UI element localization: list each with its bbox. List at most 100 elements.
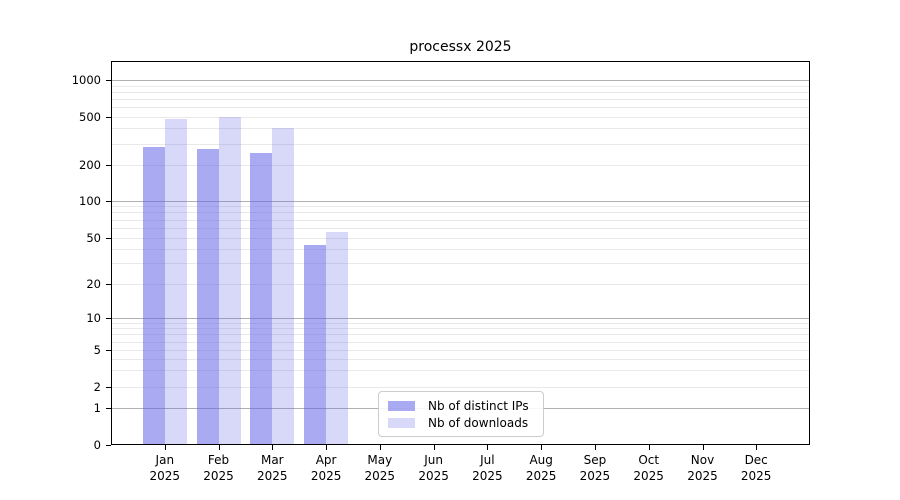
month-name: Nov xyxy=(690,453,715,467)
x-tick-label-dec: Dec 2025 xyxy=(728,452,784,484)
x-tick-mark-aug xyxy=(541,445,543,450)
major-gridline-100 xyxy=(112,200,809,202)
y-tick-label-10: 10 xyxy=(86,310,101,325)
bar-feb-distinct-ips xyxy=(196,149,219,444)
minor-gridline-70 xyxy=(112,219,809,221)
minor-gridline-500 xyxy=(112,116,809,118)
x-tick-mark-nov xyxy=(702,445,704,450)
x-tick-label-jan: Jan 2025 xyxy=(137,452,193,484)
x-tick-mark-mar xyxy=(272,445,274,450)
minor-gridline-50 xyxy=(112,237,809,239)
minor-gridline-400 xyxy=(112,128,809,130)
y-tick-label-100: 100 xyxy=(79,193,101,208)
x-tick-mark-jan xyxy=(164,445,166,450)
x-tick-label-oct: Oct 2025 xyxy=(621,452,677,484)
legend: Nb of distinct IPs Nb of downloads xyxy=(378,391,544,437)
y-tick-mark-500 xyxy=(106,116,111,118)
y-tick-mark-2 xyxy=(106,386,111,388)
y-tick-mark-100 xyxy=(106,200,111,202)
month-name: Jul xyxy=(480,453,495,467)
y-tick-mark-1 xyxy=(106,407,111,409)
x-tick-label-feb: Feb 2025 xyxy=(191,452,247,484)
y-tick-mark-200 xyxy=(106,165,111,166)
month-name: Mar xyxy=(260,453,284,467)
x-tick-label-nov: Nov 2025 xyxy=(675,452,731,484)
x-tick-label-sep: Sep 2025 xyxy=(567,452,623,484)
minor-gridline-40 xyxy=(112,248,809,250)
y-tick-label-20: 20 xyxy=(86,276,101,291)
minor-gridline-6 xyxy=(112,341,809,343)
month-year: 2025 xyxy=(633,469,664,483)
y-tick-mark-10 xyxy=(106,317,111,319)
x-tick-label-jun: Jun 2025 xyxy=(406,452,462,484)
minor-gridline-800 xyxy=(112,91,809,93)
month-name: Aug xyxy=(529,453,553,467)
minor-gridline-30 xyxy=(112,263,809,265)
bar-feb-downloads xyxy=(218,117,241,444)
legend-item-distinct-ips: Nb of distinct IPs xyxy=(388,398,534,413)
x-tick-label-may: May 2025 xyxy=(352,452,408,484)
minor-gridline-60 xyxy=(112,227,809,229)
month-year: 2025 xyxy=(203,469,234,483)
y-tick-label-1000: 1000 xyxy=(71,73,101,87)
y-tick-label-200: 200 xyxy=(79,158,101,172)
x-tick-mark-apr xyxy=(326,445,328,450)
month-year: 2025 xyxy=(740,469,772,483)
x-tick-label-aug: Aug 2025 xyxy=(513,452,569,484)
y-tick-mark-5 xyxy=(106,350,111,351)
month-year: 2025 xyxy=(149,469,181,483)
x-tick-mark-feb xyxy=(218,445,220,450)
month-year: 2025 xyxy=(310,469,342,483)
legend-swatch-distinct-ips xyxy=(388,400,415,411)
y-tick-mark-0 xyxy=(106,445,111,446)
major-gridline-1000 xyxy=(112,80,809,81)
x-tick-mark-jul xyxy=(487,445,489,450)
x-tick-label-mar: Mar 2025 xyxy=(244,452,300,484)
legend-item-downloads: Nb of downloads xyxy=(388,415,534,430)
month-year: 2025 xyxy=(418,469,449,483)
x-tick-label-jul: Jul 2025 xyxy=(459,452,515,484)
chart-title: processx 2025 xyxy=(409,39,512,55)
minor-gridline-90 xyxy=(112,206,809,208)
month-name: Jan xyxy=(155,453,175,467)
minor-gridline-2 xyxy=(112,386,809,388)
x-tick-mark-may xyxy=(379,445,381,450)
x-tick-label-apr: Apr 2025 xyxy=(298,452,354,484)
minor-gridline-4 xyxy=(112,358,809,360)
y-tick-mark-50 xyxy=(106,237,111,239)
minor-gridline-9 xyxy=(112,322,809,324)
minor-gridline-20 xyxy=(112,283,809,285)
month-name: Oct xyxy=(638,453,660,467)
legend-label-downloads: Nb of downloads xyxy=(428,415,529,430)
major-gridline-10 xyxy=(112,317,809,319)
minor-gridline-7 xyxy=(112,334,809,336)
x-tick-mark-jun xyxy=(433,445,435,450)
minor-gridline-80 xyxy=(112,212,809,214)
x-tick-mark-oct xyxy=(648,445,650,450)
bar-mar-downloads xyxy=(272,127,295,444)
bar-mar-distinct-ips xyxy=(250,153,273,444)
month-year: 2025 xyxy=(579,469,611,483)
minor-gridline-700 xyxy=(112,98,809,100)
month-year: 2025 xyxy=(472,469,503,483)
minor-gridline-900 xyxy=(112,85,809,87)
month-year: 2025 xyxy=(364,469,396,483)
month-name: May xyxy=(367,453,393,467)
minor-gridline-8 xyxy=(112,328,809,330)
minor-gridline-3 xyxy=(112,370,809,372)
month-year: 2025 xyxy=(257,469,288,483)
month-name: Apr xyxy=(315,453,337,467)
bar-apr-downloads xyxy=(326,231,349,444)
y-tick-label-2: 2 xyxy=(93,379,101,394)
minor-gridline-300 xyxy=(112,143,809,145)
y-tick-label-500: 500 xyxy=(79,109,101,124)
month-name: Feb xyxy=(207,453,230,467)
y-tick-label-1: 1 xyxy=(93,400,101,415)
y-tick-mark-1000 xyxy=(106,80,111,81)
legend-swatch-downloads xyxy=(388,417,415,428)
legend-label-distinct-ips: Nb of distinct IPs xyxy=(428,398,529,413)
month-name: Dec xyxy=(744,453,768,467)
y-tick-label-5: 5 xyxy=(93,343,101,357)
month-name: Sep xyxy=(583,453,607,467)
